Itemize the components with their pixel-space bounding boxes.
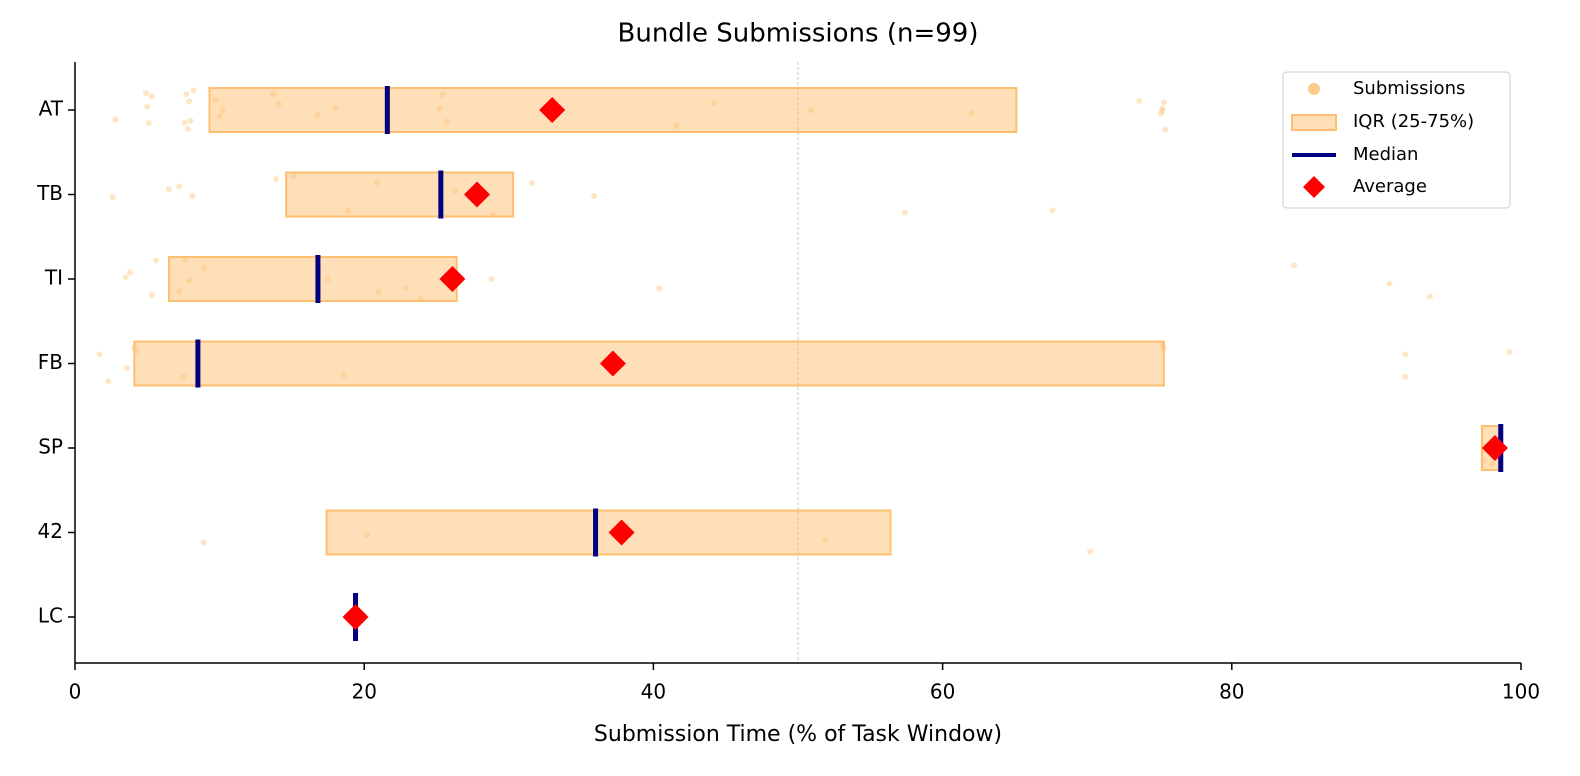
submission-point — [181, 119, 188, 126]
submission-point — [1049, 207, 1056, 214]
submission-point — [1386, 280, 1393, 287]
submission-point — [145, 120, 152, 127]
mean-marker — [1481, 435, 1508, 461]
submission-point — [1402, 351, 1409, 358]
legend-label: Submissions — [1353, 78, 1465, 99]
submission-point — [200, 539, 207, 546]
submission-point — [902, 209, 909, 216]
submission-point — [184, 125, 191, 132]
iqr-box — [208, 87, 1018, 133]
submission-point — [187, 117, 194, 124]
submission-point — [105, 378, 112, 385]
submission-point — [124, 365, 131, 372]
submission-point — [186, 98, 193, 105]
legend: Submissions IQR (25-75%) Median Average — [1282, 71, 1511, 209]
submission-point — [190, 87, 197, 94]
y-tick-label: AT — [39, 97, 64, 121]
x-axis-label: Submission Time (% of Task Window) — [594, 722, 1002, 747]
iqr-box — [167, 256, 458, 302]
submission-point — [1136, 97, 1143, 104]
iqr-box — [133, 340, 1165, 387]
submission-point — [1157, 110, 1164, 117]
submission-point — [1159, 107, 1166, 114]
y-tick-label: 42 — [38, 519, 63, 543]
mean-marker — [439, 266, 466, 292]
mean-marker — [342, 604, 369, 630]
legend-label: Average — [1353, 176, 1427, 197]
submission-point — [183, 91, 190, 98]
y-tick-label: SP — [38, 435, 63, 459]
y-tick-label: TI — [44, 266, 63, 290]
submission-point — [112, 116, 119, 123]
submission-point — [1290, 262, 1297, 269]
submission-point — [1506, 348, 1513, 355]
y-tick-label: TB — [36, 181, 63, 205]
x-tick-label: 40 — [641, 680, 666, 704]
mean-marker — [463, 181, 490, 208]
x-tick-label: 0 — [69, 680, 82, 704]
submission-point — [656, 285, 663, 292]
x-tick-label: 20 — [351, 680, 376, 704]
submission-point — [1426, 293, 1433, 300]
submission-point — [148, 292, 155, 299]
mean-marker — [599, 350, 626, 377]
submission-point — [142, 89, 149, 96]
submission-point — [1087, 548, 1094, 555]
chart-title: Bundle Submissions (n=99) — [618, 19, 979, 49]
x-tick-label: 80 — [1219, 680, 1244, 704]
x-tick-label: 60 — [930, 680, 955, 704]
submission-point — [165, 186, 172, 193]
legend-points-key — [1308, 83, 1320, 95]
submission-point — [591, 192, 598, 199]
submission-point — [109, 194, 116, 201]
submission-point — [144, 103, 151, 110]
submission-point — [272, 175, 279, 182]
legend-frame — [1282, 71, 1511, 209]
submission-point — [528, 180, 535, 187]
legend-label: Median — [1353, 144, 1418, 165]
submission-point — [126, 269, 133, 276]
submission-point — [176, 183, 183, 190]
y-tick-label: LC — [38, 604, 63, 628]
submission-point — [148, 93, 155, 100]
mean-marker — [608, 519, 635, 546]
mean-marker — [539, 97, 566, 123]
submission-point — [1402, 373, 1409, 380]
submission-point — [189, 193, 196, 200]
legend-iqr-key — [1291, 114, 1337, 131]
submission-point — [152, 257, 159, 264]
submission-point — [122, 274, 129, 281]
iqr-box — [325, 509, 892, 556]
submission-point — [488, 275, 495, 282]
submission-point — [1160, 99, 1167, 106]
submission-point — [1159, 105, 1166, 112]
submission-point — [1162, 126, 1169, 133]
submission-point — [96, 351, 103, 358]
y-tick-label: FB — [38, 350, 63, 374]
legend-label: IQR (25-75%) — [1353, 111, 1474, 132]
x-tick-label: 100 — [1502, 680, 1540, 704]
legend-mean-key — [1303, 176, 1325, 198]
